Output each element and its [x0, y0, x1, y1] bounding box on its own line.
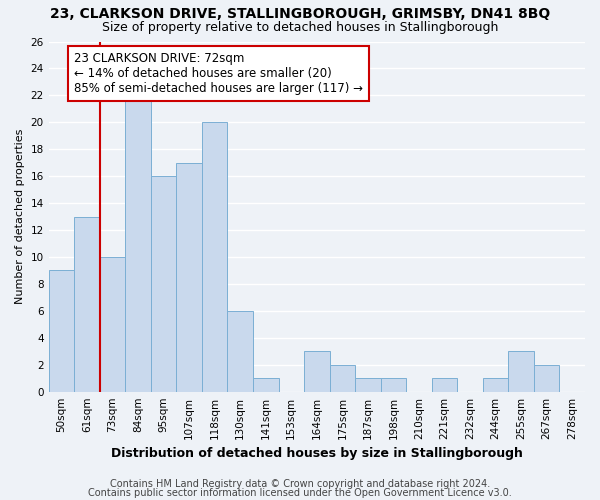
Bar [483, 378, 508, 392]
Bar [74, 216, 100, 392]
Bar [227, 311, 253, 392]
Bar [534, 364, 559, 392]
Text: Contains HM Land Registry data © Crown copyright and database right 2024.: Contains HM Land Registry data © Crown c… [110, 479, 490, 489]
Bar [355, 378, 380, 392]
Bar [508, 352, 534, 392]
Bar [49, 270, 74, 392]
Bar [432, 378, 457, 392]
Bar [125, 96, 151, 392]
Y-axis label: Number of detached properties: Number of detached properties [15, 129, 25, 304]
Bar [329, 364, 355, 392]
Bar [176, 162, 202, 392]
Bar [151, 176, 176, 392]
Text: Contains public sector information licensed under the Open Government Licence v3: Contains public sector information licen… [88, 488, 512, 498]
Text: 23 CLARKSON DRIVE: 72sqm
← 14% of detached houses are smaller (20)
85% of semi-d: 23 CLARKSON DRIVE: 72sqm ← 14% of detach… [74, 52, 363, 96]
Bar [304, 352, 329, 392]
Text: Size of property relative to detached houses in Stallingborough: Size of property relative to detached ho… [102, 21, 498, 34]
Bar [253, 378, 278, 392]
Text: 23, CLARKSON DRIVE, STALLINGBOROUGH, GRIMSBY, DN41 8BQ: 23, CLARKSON DRIVE, STALLINGBOROUGH, GRI… [50, 8, 550, 22]
Bar [100, 257, 125, 392]
X-axis label: Distribution of detached houses by size in Stallingborough: Distribution of detached houses by size … [111, 447, 523, 460]
Bar [202, 122, 227, 392]
Bar [380, 378, 406, 392]
